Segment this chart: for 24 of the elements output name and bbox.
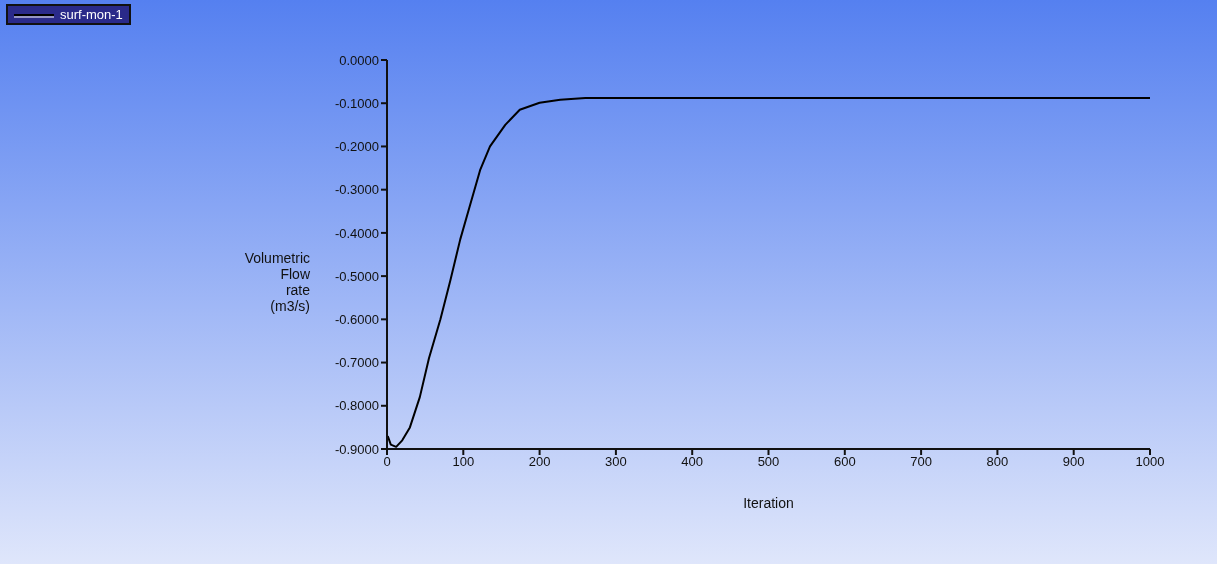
y-axis-title: Volumetric Flow rate (m3/s) (243, 250, 310, 314)
legend-label: surf-mon-1 (60, 7, 123, 22)
x-tick-label: 900 (1062, 454, 1085, 470)
x-axis-title: Iteration (742, 495, 795, 511)
x-tick-label: 500 (757, 454, 780, 470)
y-tick-label: -0.9000 (334, 441, 379, 457)
y-tick-label: -0.3000 (334, 182, 379, 198)
y-tick-label: -0.7000 (334, 355, 379, 371)
x-tick-label: 1000 (1135, 454, 1165, 470)
y-tick-label: -0.8000 (334, 398, 379, 414)
y-tick-label: -0.2000 (334, 139, 379, 155)
x-tick-label: 600 (833, 454, 856, 470)
y-tick-label: -0.5000 (334, 268, 379, 284)
x-tick-label: 800 (986, 454, 1009, 470)
x-tick-label: 100 (452, 454, 475, 470)
x-tick-label: 400 (681, 454, 704, 470)
x-tick-label: 300 (605, 454, 627, 470)
y-tick-label: -0.1000 (334, 95, 379, 111)
y-tick-label: -0.4000 (334, 225, 379, 241)
x-tick-label: 0 (383, 454, 391, 470)
x-tick-label: 200 (528, 454, 551, 470)
y-tick-label: 0.0000 (339, 52, 379, 68)
x-tick-label: 700 (910, 454, 932, 470)
y-tick-label: -0.6000 (334, 311, 379, 327)
